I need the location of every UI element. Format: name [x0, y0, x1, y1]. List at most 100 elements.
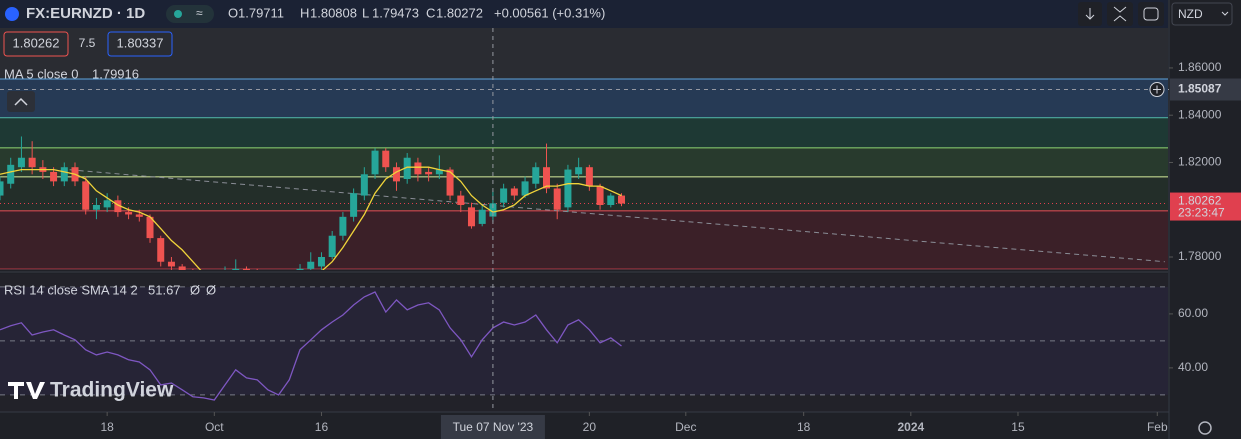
rsi-extra: Ø — [190, 282, 200, 297]
ma-value: 1.79916 — [92, 66, 139, 81]
sell-button[interactable] — [3, 31, 69, 57]
price-series — [0, 136, 1168, 270]
candle-body — [532, 167, 540, 184]
rsi-legend[interactable]: RSI 14 close SMA 14 2 — [4, 282, 138, 297]
candle-body — [135, 214, 143, 217]
candle-body — [392, 167, 400, 182]
candle-body — [542, 167, 550, 189]
ohlc-value: 1.79473 — [372, 5, 419, 20]
candle-body — [82, 181, 90, 210]
zone — [0, 176, 1168, 211]
candle-body — [553, 188, 561, 210]
x-tick-label: 20 — [583, 420, 597, 434]
candle-body — [510, 188, 518, 196]
axes: 1.86000 1.84000 1.82000 1.78000 18 Oct 16 20 Dec… — [100, 60, 1221, 434]
candle-body — [467, 207, 475, 227]
add-level-icon — [1153, 85, 1161, 94]
change: +0.00561 (+0.31%) — [494, 5, 605, 20]
x-tick-label: 2024 — [897, 420, 924, 434]
dropdown-icon — [1221, 11, 1229, 16]
candle-body — [478, 209, 486, 224]
buy-button[interactable] — [107, 31, 173, 57]
zone — [0, 117, 1168, 148]
status-icon: ≈ — [196, 6, 203, 20]
y-tick-label: 1.78000 — [1178, 249, 1222, 263]
ohlc-label: H — [300, 5, 309, 20]
collapse-icon — [14, 97, 28, 106]
status-pill[interactable] — [166, 5, 214, 23]
candle-body — [114, 200, 122, 213]
symbol-icon — [5, 7, 19, 21]
scroll-icon — [1085, 8, 1095, 20]
zone — [0, 79, 1168, 118]
candle-body — [403, 157, 411, 180]
y-tick-label: 1.82000 — [1178, 155, 1222, 169]
crosshair-y-box — [1170, 78, 1241, 101]
symbol[interactable]: FX:EURNZD · 1D — [26, 5, 145, 22]
candle-body — [564, 169, 572, 208]
candle-body — [489, 203, 497, 217]
currency[interactable]: NZD — [1178, 7, 1203, 21]
ohlc-value: 1.80808 — [310, 5, 357, 20]
bid[interactable]: 1.80262 — [13, 35, 60, 50]
candle-body — [296, 268, 304, 270]
logo: TradingView — [50, 379, 174, 402]
candle-body — [607, 195, 615, 206]
x-tick-label: 16 — [315, 420, 329, 434]
candle-body — [7, 164, 15, 184]
candle-body — [60, 167, 68, 182]
candle-body — [28, 157, 36, 168]
candle-body — [167, 261, 175, 267]
candle-body — [17, 157, 25, 168]
ohlc-label: C — [426, 5, 435, 20]
x-tick-label: 18 — [100, 420, 114, 434]
ask[interactable]: 1.80337 — [117, 35, 164, 50]
ohlc-value: 1.79711 — [238, 5, 284, 20]
spread: 7.5 — [79, 36, 96, 50]
rsi-line — [0, 291, 622, 401]
status-dot — [174, 10, 182, 18]
candle-body — [125, 212, 133, 215]
maximize-icon — [1143, 7, 1159, 21]
crosshair-x-box — [440, 415, 545, 439]
candle-body — [339, 216, 347, 236]
candle-body — [360, 174, 368, 196]
candle-body — [521, 181, 529, 196]
ohlc-value: 1.80272 — [436, 5, 483, 20]
zone — [0, 210, 1168, 269]
candle-body — [500, 188, 508, 203]
y-tick-label: 40.00 — [1178, 360, 1208, 374]
candle-body — [0, 181, 4, 196]
ma-legend[interactable]: MA 5 close 0 — [4, 66, 78, 81]
candle-body — [618, 195, 626, 204]
candle-body — [414, 162, 422, 175]
candle-body — [317, 257, 325, 267]
y-tick-label: 1.86000 — [1178, 60, 1222, 74]
candle-body — [92, 205, 100, 210]
candle-body — [596, 186, 604, 206]
x-tick-label: Feb — [1147, 420, 1168, 434]
countdown: 23:23:47 — [1178, 206, 1225, 220]
currency-button[interactable] — [1171, 2, 1233, 26]
settings-button[interactable] — [1198, 421, 1212, 435]
y-tick-label: 60.00 — [1178, 306, 1208, 320]
ohlc-label: O — [228, 5, 238, 20]
ma-line — [0, 166, 622, 270]
collapse-button[interactable] — [1107, 2, 1133, 26]
x-tick-label: 18 — [797, 420, 811, 434]
x-tick-label: Dec — [675, 420, 696, 434]
collapse-icon — [1113, 6, 1127, 22]
candle-body — [382, 150, 390, 168]
collapse-button[interactable] — [7, 91, 35, 112]
candle-body — [328, 235, 336, 258]
logo-mark — [8, 382, 45, 399]
candle-body — [585, 167, 593, 187]
maximize-button[interactable] — [1138, 2, 1164, 26]
ohlc-label: L — [362, 5, 369, 20]
candle-body — [50, 171, 58, 182]
y-tick-label: 1.84000 — [1178, 107, 1222, 121]
candle-body — [446, 169, 454, 196]
candle-body — [307, 261, 315, 269]
